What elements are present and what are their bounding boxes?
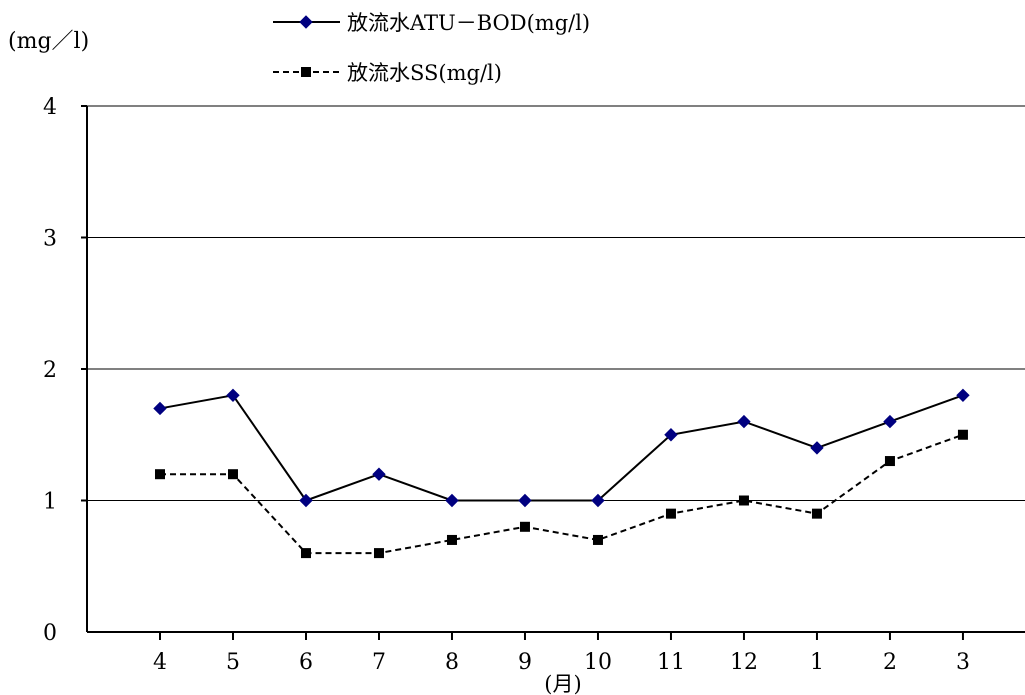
x-tick-label-9: 9 (518, 650, 532, 675)
series-1-point-6 (592, 534, 603, 545)
y-axis-unit-label: (mg／l) (8, 29, 89, 54)
x-tick-label-6: 6 (299, 650, 313, 675)
x-tick-label-2: 2 (883, 650, 897, 675)
series-1-point-3 (373, 548, 384, 559)
gridlines (87, 105, 1025, 501)
legend-marker-square-icon (301, 67, 311, 77)
x-tick-label-12: 12 (730, 650, 758, 675)
series-1-point-8 (738, 495, 749, 506)
series-1-point-1 (227, 469, 238, 480)
series-0-point-7 (664, 428, 678, 442)
series-0-point-8 (737, 414, 751, 429)
series-0 (153, 388, 970, 508)
legend-label-ss: 放流水SS(mg/l) (347, 61, 502, 85)
x-tick-label-3: 3 (956, 650, 970, 675)
series-0-point-9 (810, 441, 824, 455)
x-axis-label: (月) (544, 672, 581, 695)
series-0-point-4 (445, 493, 459, 508)
series-1-point-4 (446, 534, 457, 545)
series-0-point-3 (372, 467, 386, 481)
x-tick-label-1: 1 (810, 650, 824, 675)
series-1-point-7 (665, 508, 676, 519)
legend-entry-ss: 放流水SS(mg/l) (273, 61, 502, 85)
series-1 (154, 429, 968, 559)
series-1-point-9 (811, 508, 822, 519)
y-tick-label-0: 0 (43, 621, 57, 646)
x-tick-label-10: 10 (584, 650, 612, 675)
legend: 放流水ATU－BOD(mg/l) 放流水SS(mg/l) (273, 11, 590, 85)
series-1-point-10 (884, 456, 895, 467)
series-0-line (159, 394, 964, 502)
series-0-point-1 (226, 388, 240, 403)
series-1-point-2 (300, 548, 311, 559)
series-1-point-5 (519, 521, 530, 532)
series-1-line (159, 433, 964, 555)
series-0-point-5 (518, 493, 532, 508)
series-0-point-0 (153, 401, 167, 416)
x-tick-label-11: 11 (657, 650, 685, 675)
x-tick-label-4: 4 (153, 650, 167, 675)
x-tick-label-7: 7 (372, 650, 386, 675)
series-0-point-6 (591, 493, 605, 508)
x-tick-label-5: 5 (226, 650, 240, 675)
series-0-point-2 (299, 493, 313, 508)
y-tick-label-2: 2 (43, 358, 57, 383)
series-1-point-0 (154, 469, 165, 480)
y-tick-label-4: 4 (43, 95, 57, 120)
x-tick-label-8: 8 (445, 650, 459, 675)
series-0-point-10 (883, 414, 897, 429)
legend-label-bod: 放流水ATU－BOD(mg/l) (347, 11, 590, 35)
series-layer (153, 388, 970, 559)
legend-marker-diamond-icon (299, 15, 313, 29)
x-axis-ticks: 4 5 6 7 8 9 10 11 12 1 2 3 (153, 632, 970, 675)
y-tick-label-1: 1 (43, 490, 57, 515)
y-axis-ticks: 0 1 2 3 4 (43, 95, 87, 646)
legend-entry-bod: 放流水ATU－BOD(mg/l) (273, 11, 590, 35)
series-1-point-11 (957, 429, 968, 440)
series-0-point-11 (956, 388, 970, 403)
y-tick-label-3: 3 (43, 227, 57, 252)
